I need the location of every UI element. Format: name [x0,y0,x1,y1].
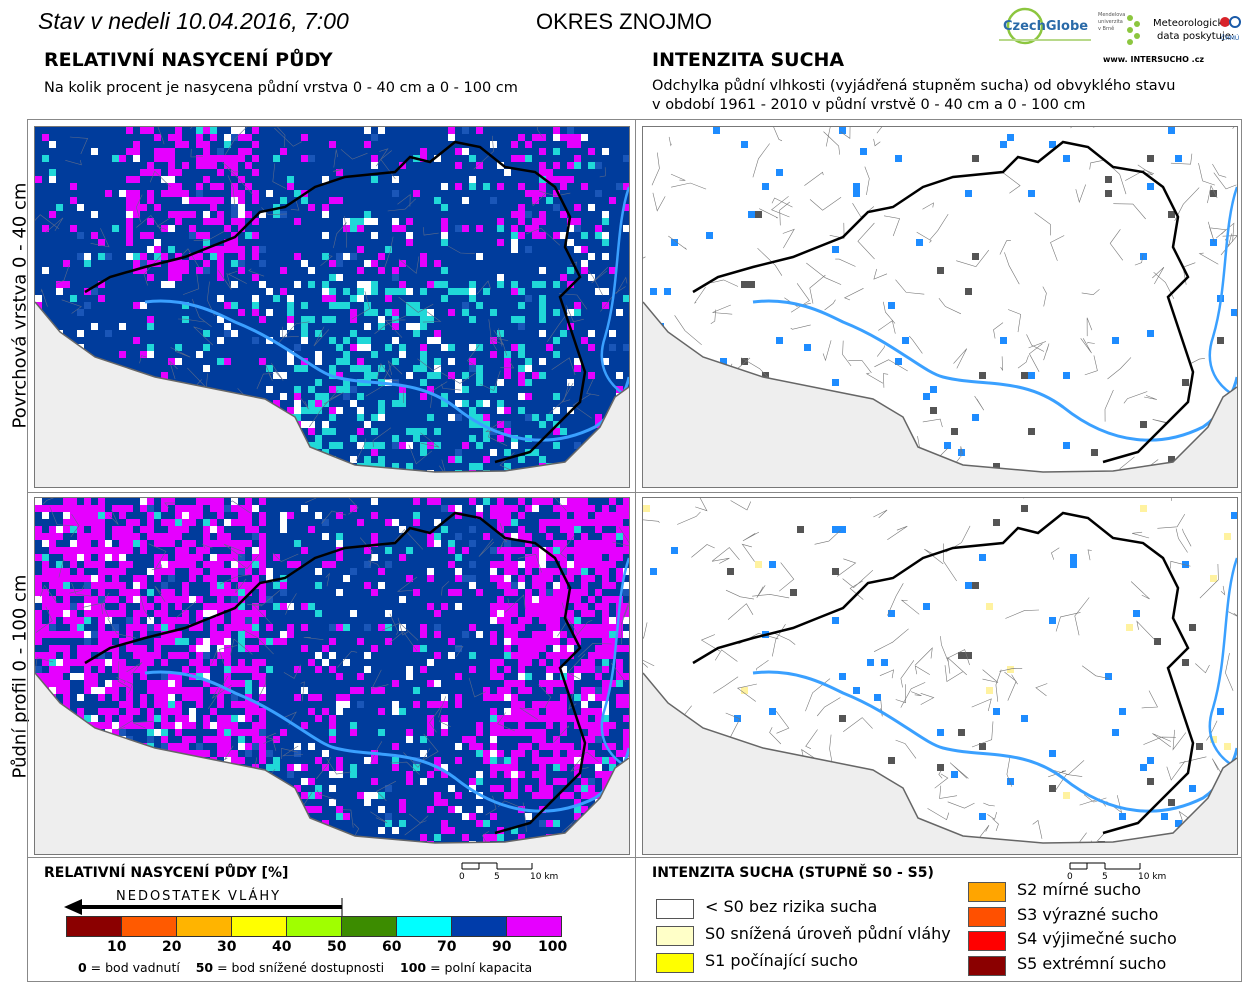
svg-text:univerzita: univerzita [1098,19,1123,25]
drought-legend-swatch [968,882,1006,902]
scale-label-5: 5 [494,872,500,882]
colorbar-cell [176,916,232,937]
right-section-subtitle-2: v období 1961 - 2010 v půdní vrstvě 0 - … [652,97,1086,113]
svg-text:Meteorologická: Meteorologická [1153,17,1229,29]
czechglobe-logo: CzechGlobe [999,7,1091,45]
svg-text:data poskytuje:: data poskytuje: [1157,31,1234,42]
colorbar-tick-label: 50 [327,939,347,955]
drought-legend-label: S4 výjimečné sucho [1017,929,1177,948]
colorbar-cell [451,916,507,937]
drought-legend-swatch [656,953,694,973]
saturation-legend-note: 0 = bod vadnutí 50 = bod snížené dostupn… [78,960,533,975]
drought-legend-label: S0 snížená úroveň půdní vláhy [705,924,951,943]
colorbar-cell [121,916,177,937]
svg-text:Mendelova: Mendelova [1098,12,1125,18]
intersucho-logo: www. INTERSUCHO .cz [1103,55,1204,64]
colorbar-cell [396,916,452,937]
colorbar-tick-label: 70 [437,939,457,955]
czechglobe-text: CzechGlobe [1003,19,1088,34]
drought-legend-swatch [656,926,694,946]
drought-legend-label: < S0 bez rizika sucha [705,897,878,916]
drought-legend-label: S1 počínající sucho [705,951,858,970]
svg-text:www. INTERSUCHO .cz: www. INTERSUCHO .cz [1103,55,1204,64]
drought-legend-swatch [968,955,1006,976]
colorbar-cell [231,916,287,937]
date-title: Stav v nedeli 10.04.2016, 7:00 [38,8,349,34]
map-drought-topsoil [642,126,1238,488]
map-saturation-profile [34,497,630,855]
map-saturation-topsoil [34,126,630,488]
chmu-logo: Meteorologická data poskytuje: ČHMÚ [1153,16,1241,42]
scale-label-10: 10 km [1138,872,1166,882]
colorbar-tick-label: 60 [382,939,402,955]
colorbar-cell [506,916,562,937]
provider-logos: CzechGlobe Mendelova univerzita v Brně M… [985,4,1243,68]
drought-legend-swatch [968,906,1006,927]
colorbar-cell [66,916,122,937]
scale-label-5: 5 [1102,872,1108,882]
mendel-logo: Mendelova univerzita v Brně [1098,12,1140,45]
district-title: OKRES ZNOJMO [536,9,713,34]
drought-legend-label: S5 extrémní sucho [1017,953,1167,973]
right-section-subtitle-1: Odchylka půdní vlhkosti (vyjádřená stupn… [652,78,1176,94]
deficit-arrow-label: NEDOSTATEK VLÁHY [116,889,282,904]
drought-legend-swatch [968,931,1006,951]
left-section-subtitle: Na kolik procent je nasycena půdní vrstv… [44,80,518,96]
colorbar-tick-label: 40 [272,939,292,955]
colorbar-cell [341,916,397,937]
scalebar-right: 0 5 10 km [1067,862,1166,882]
svg-text:v Brně: v Brně [1098,25,1114,32]
drought-legend-swatch [656,899,694,919]
deficit-arrow [64,898,343,916]
scale-label-0: 0 [459,872,465,882]
left-section-title: RELATIVNÍ NASYCENÍ PŮDY [44,49,333,71]
colorbar-tick-label: 20 [162,939,182,955]
scale-label-10: 10 km [530,872,558,882]
colorbar-tick-label: 100 [538,939,568,955]
right-section-title: INTENZITA SUCHA [652,49,845,71]
svg-text:ČHMÚ: ČHMÚ [1221,35,1239,42]
colorbar-tick-label: 30 [217,939,237,955]
scalebar-left: 0 5 10 km [459,862,558,882]
drought-legend-title: INTENZITA SUCHA (STUPNĚ S0 - S5) [652,865,934,881]
colorbar-tick-label: 10 [107,939,127,955]
colorbar-cell [286,916,342,937]
scale-label-0: 0 [1067,872,1073,882]
saturation-legend-title: RELATIVNÍ NASYCENÍ PŮDY [%] [44,865,289,881]
map-drought-profile [642,497,1238,855]
colorbar-tick-label: 90 [492,939,512,955]
drought-legend-label: S2 mírné sucho [1017,880,1142,899]
drought-legend-label: S3 výrazné sucho [1017,904,1159,924]
